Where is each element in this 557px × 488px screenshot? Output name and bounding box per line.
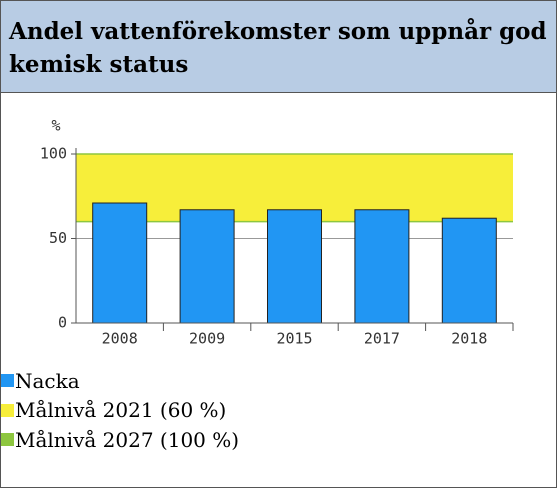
legend-item: Målnivå 2021 (60 %) <box>1 396 239 426</box>
y-axis-label: % <box>51 117 60 135</box>
x-tick-label: 2015 <box>276 330 312 348</box>
legend-swatch <box>1 433 14 447</box>
legend-item: Nacka <box>1 366 239 396</box>
x-tick-label: 2008 <box>102 330 138 348</box>
x-tick-label: 2009 <box>189 330 225 348</box>
legend: Nacka Målnivå 2021 (60 %) Målnivå 2027 (10… <box>1 366 239 455</box>
x-tick-label: 2017 <box>364 330 400 348</box>
bar <box>92 202 148 324</box>
chart: % 0 50 100 2008 2009 2015 2017 2018 <box>40 117 514 348</box>
y-tick-label: 50 <box>49 229 67 247</box>
y-tick-label: 100 <box>40 145 67 163</box>
bar <box>441 217 497 324</box>
x-tick-label: 2018 <box>451 330 487 348</box>
legend-swatch <box>1 403 14 417</box>
bar <box>179 209 235 324</box>
legend-label: Nacka <box>15 368 80 393</box>
header: Andel vattenförekomster som uppnår god k… <box>1 1 556 93</box>
bar <box>354 209 410 324</box>
y-tick-label: 0 <box>58 314 67 332</box>
legend-label: Målnivå 2027 (100 %) <box>15 427 240 452</box>
legend-swatch <box>1 374 14 388</box>
bar <box>267 209 322 324</box>
legend-label: Målnivå 2021 (60 %) <box>15 398 227 423</box>
chart-title: Andel vattenförekomster som uppnår god k… <box>9 18 547 78</box>
legend-item: Målnivå 2027 (100 %) <box>1 425 239 455</box>
